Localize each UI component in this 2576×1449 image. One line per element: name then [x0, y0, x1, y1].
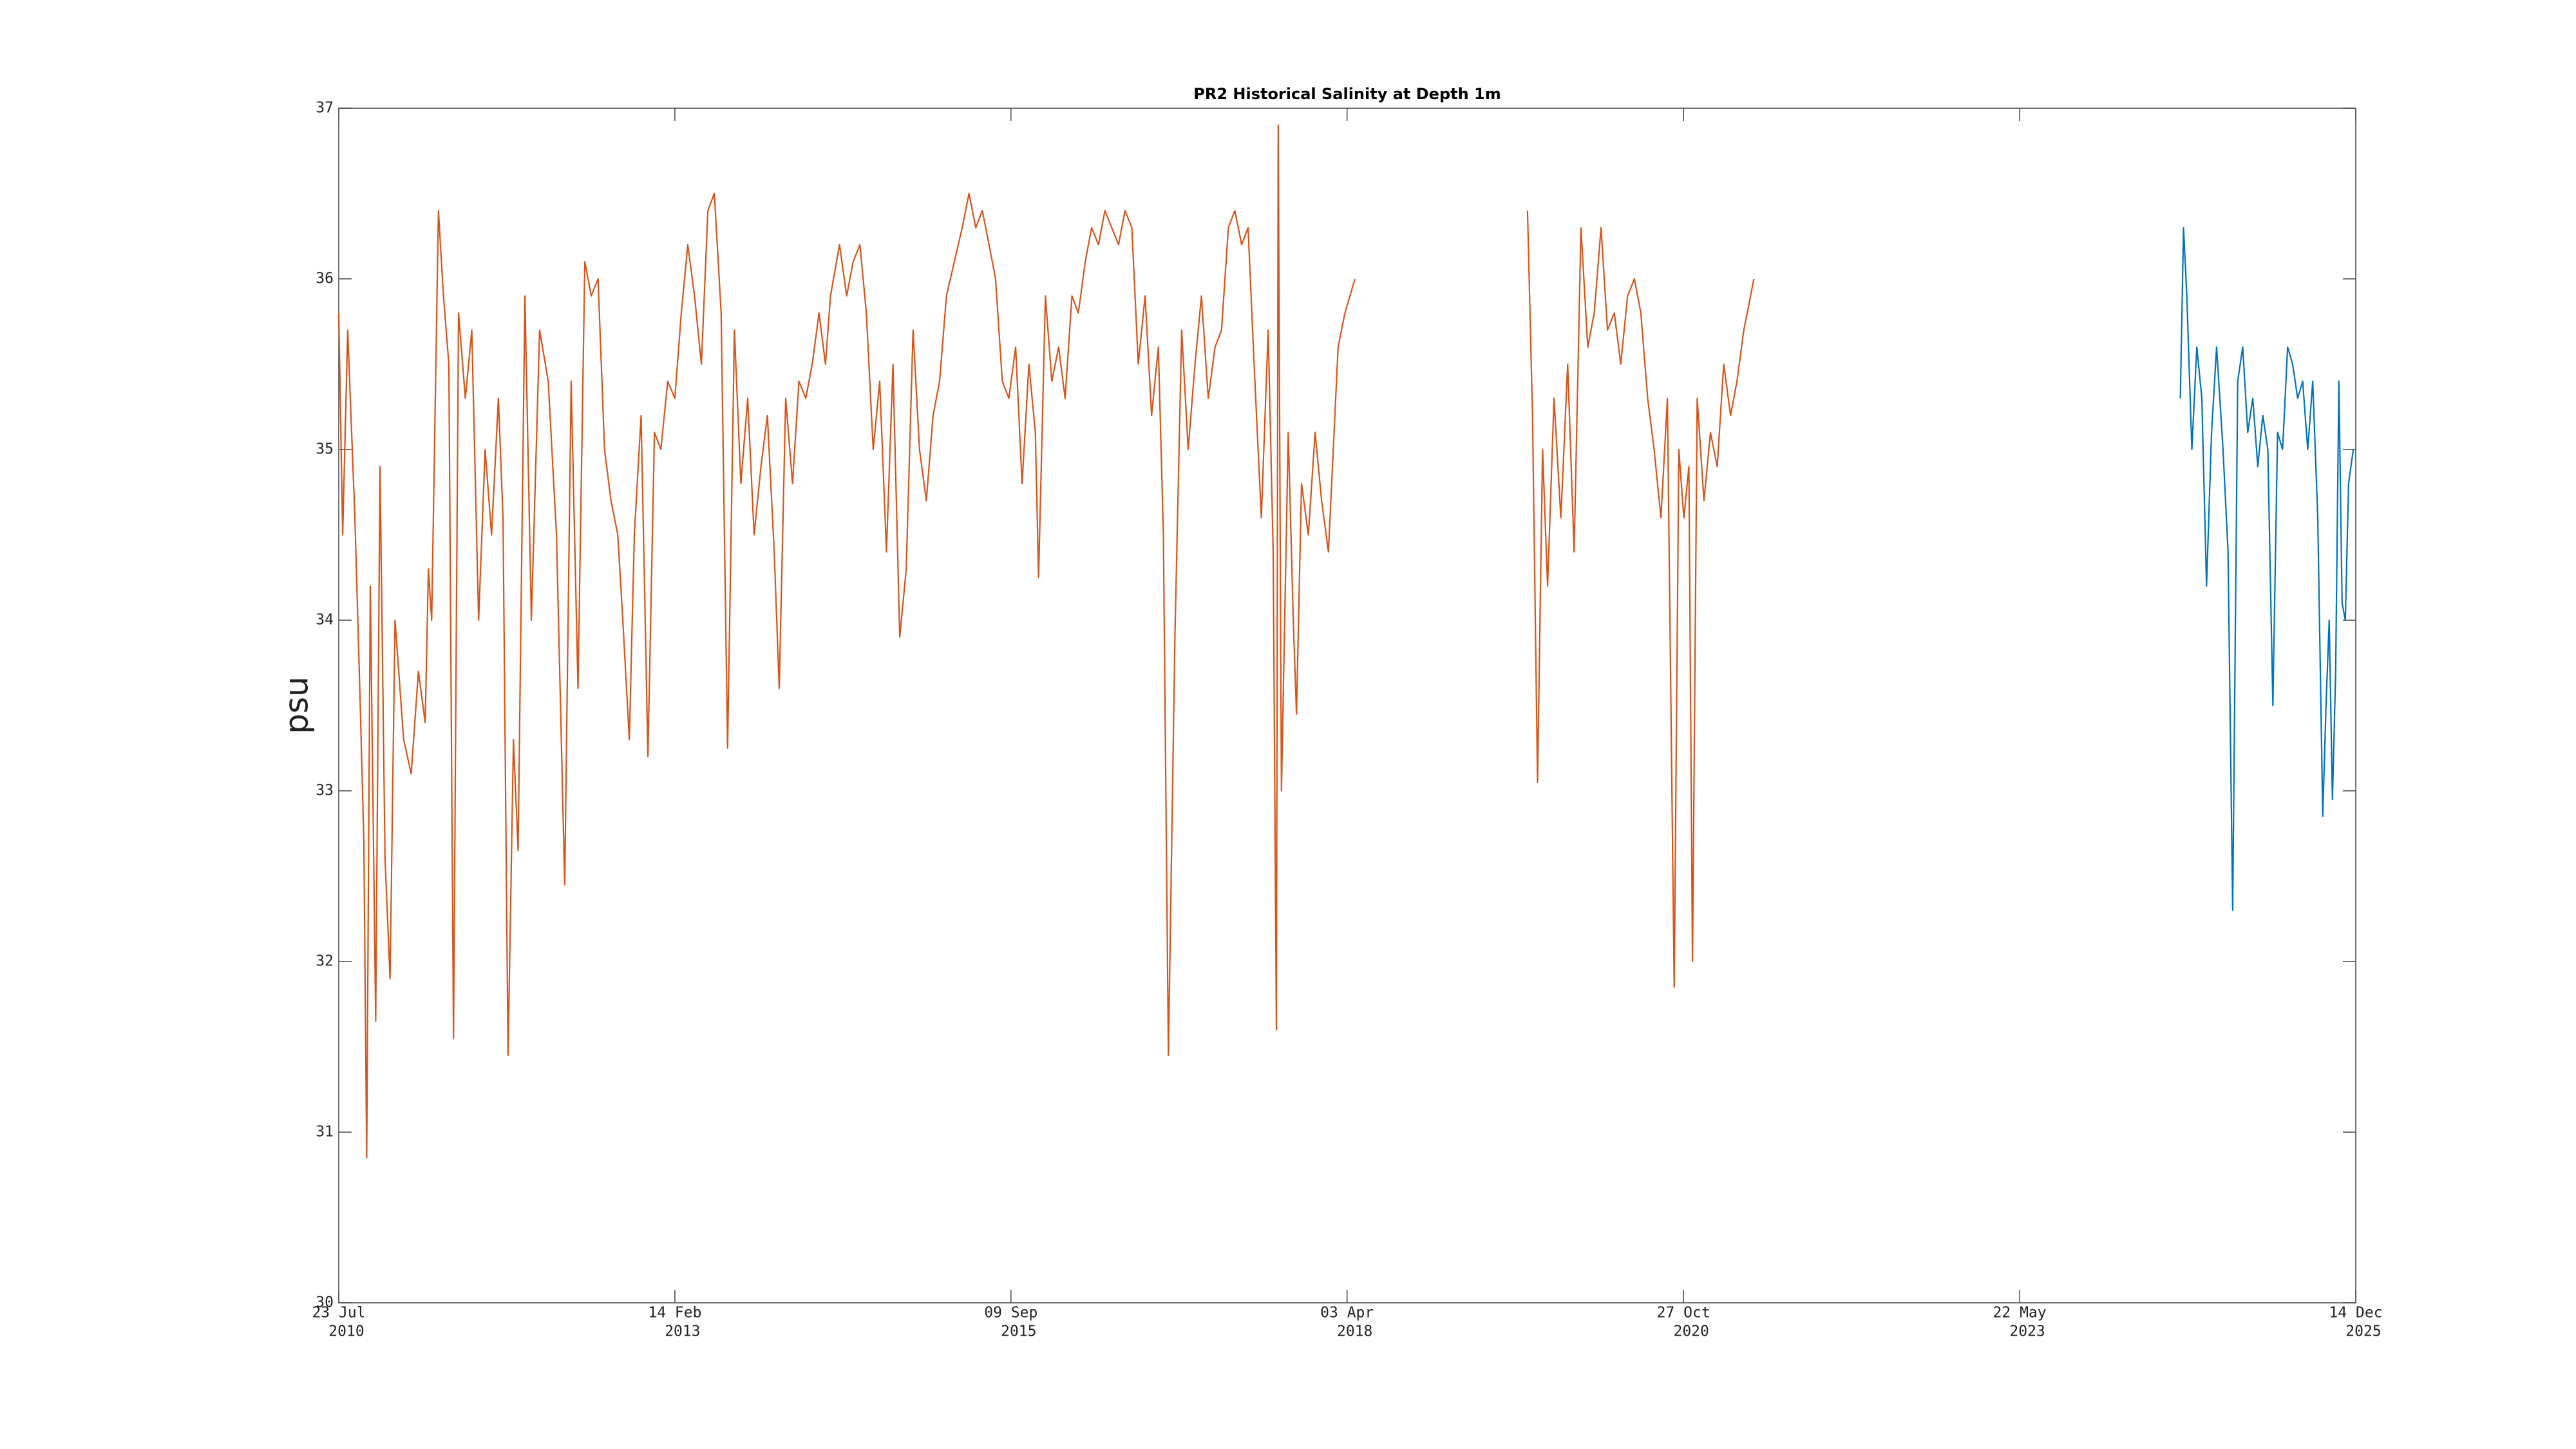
- axes-box: [338, 108, 2356, 1303]
- y-tick-label: 35: [316, 441, 334, 458]
- x-tick-label: 09 Sep: [984, 1305, 1037, 1321]
- x-tick-label: 2015: [1001, 1323, 1036, 1340]
- y-tick-label: 36: [316, 270, 334, 287]
- y-tick-label: 32: [316, 953, 334, 970]
- y-tick-label: 33: [316, 782, 334, 799]
- y-tick-label: 34: [316, 612, 334, 629]
- y-tick-label: 30: [316, 1294, 334, 1311]
- x-tick-label: 2010: [328, 1323, 364, 1340]
- data-line: [337, 124, 1755, 1159]
- x-tick-label: 23 Jul: [312, 1305, 365, 1321]
- x-tick-label: 14 Feb: [648, 1305, 701, 1321]
- x-tick-label: 2018: [1337, 1323, 1372, 1340]
- x-tick-label: 14 Dec: [2329, 1305, 2382, 1321]
- y-axis-label: psu: [278, 676, 316, 734]
- y-tick-label: 31: [316, 1124, 334, 1141]
- x-tick-label: 22 May: [1993, 1305, 2047, 1321]
- y-tick-label: 37: [316, 100, 334, 117]
- data-line: [2179, 227, 2354, 911]
- x-tick-label: 2023: [2009, 1323, 2045, 1340]
- x-tick-label: 2020: [1673, 1323, 1709, 1340]
- chart-title: PR2 Historical Salinity at Depth 1m: [1193, 85, 1501, 103]
- x-tick-label: 27 Oct: [1657, 1305, 1710, 1321]
- x-tick-label: 2025: [2345, 1323, 2381, 1340]
- x-tick-label: 03 Apr: [1320, 1305, 1374, 1321]
- x-tick-label: 2013: [665, 1323, 700, 1340]
